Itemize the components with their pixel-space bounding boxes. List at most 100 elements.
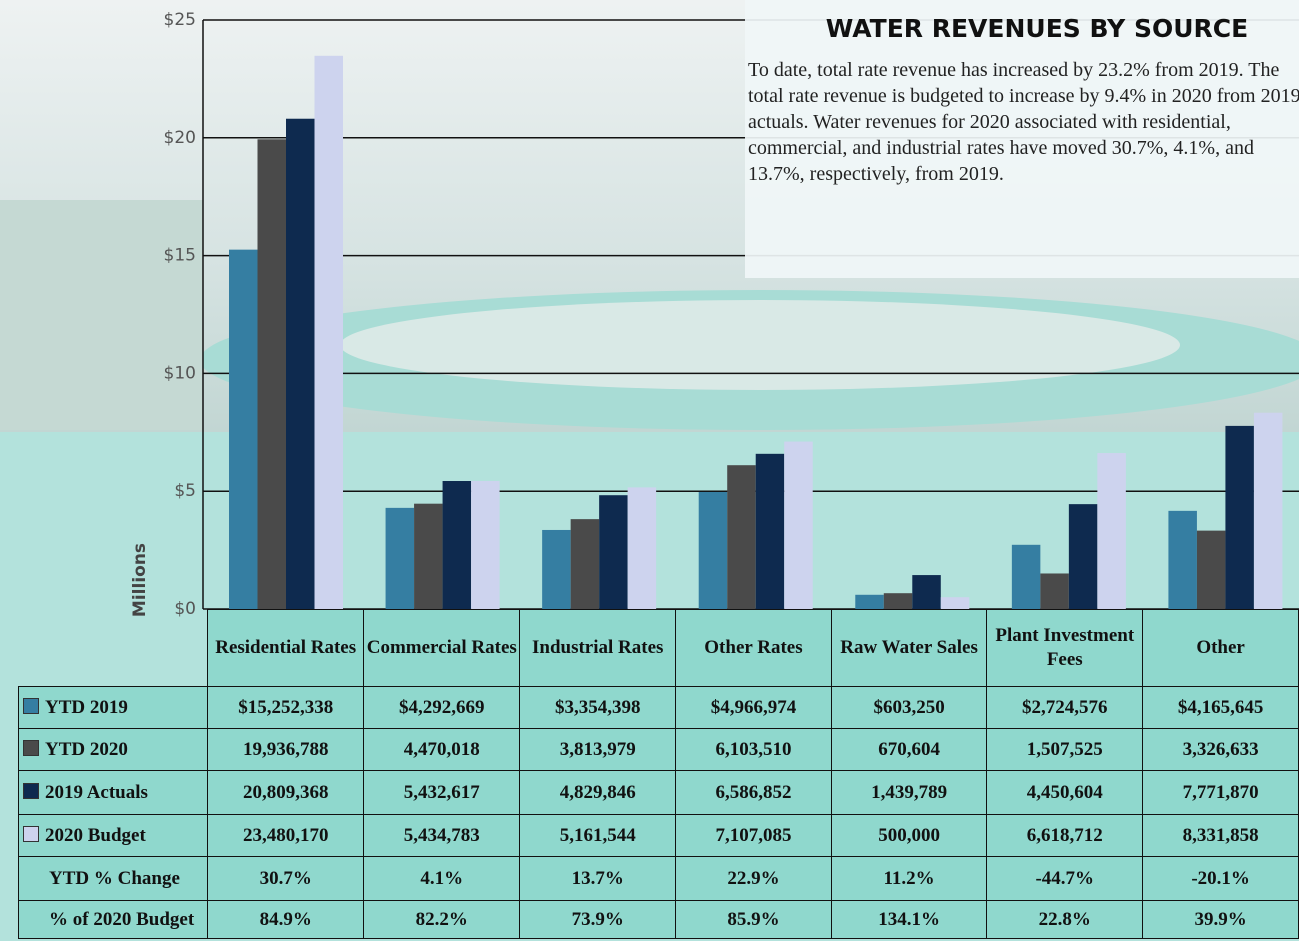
value-cell: 85.9% bbox=[675, 900, 832, 939]
series-row: YTD 2019 $15,252,338 $4,292,669 $3,354,398 $… bbox=[17, 686, 1299, 729]
value-cell: 73.9% bbox=[519, 900, 677, 939]
value-cell: 6,618,712 bbox=[986, 814, 1144, 857]
value-cell: 6,586,852 bbox=[675, 770, 832, 815]
value-cell: 670,604 bbox=[830, 728, 988, 771]
pool-ring bbox=[340, 300, 1180, 390]
value-cell: 7,107,085 bbox=[675, 814, 832, 857]
y-tick-label: $5 bbox=[174, 481, 196, 501]
value-cell: 1,507,525 bbox=[986, 728, 1144, 771]
value-cell: 1,439,789 bbox=[830, 770, 988, 815]
bar bbox=[314, 55, 343, 610]
value-cell: 4.1% bbox=[363, 856, 521, 901]
series-row: 2020 Budget 23,480,170 5,434,783 5,161,544 7… bbox=[17, 814, 1299, 857]
value-cell: 82.2% bbox=[363, 900, 521, 939]
column-header: Other Rates bbox=[675, 609, 832, 687]
value-cell: $603,250 bbox=[830, 686, 988, 729]
value-cell: 4,829,846 bbox=[519, 770, 677, 815]
legend-swatch bbox=[23, 825, 39, 842]
bar bbox=[1253, 412, 1283, 609]
bar bbox=[784, 441, 813, 609]
bar bbox=[1068, 504, 1098, 609]
bar bbox=[599, 495, 628, 609]
column-header: Other bbox=[1142, 609, 1299, 687]
value-cell: $3,354,398 bbox=[519, 686, 677, 729]
panel-text: To date, total rate revenue has increase… bbox=[748, 59, 1299, 185]
bar bbox=[286, 118, 315, 609]
bar bbox=[471, 480, 500, 609]
bar bbox=[627, 487, 657, 609]
value-cell: 134.1% bbox=[830, 900, 988, 939]
series-row: 2019 Actuals 20,809,368 5,432,617 4,829,846… bbox=[17, 770, 1299, 815]
legend-label: YTD 2020 bbox=[45, 738, 128, 760]
bar bbox=[1196, 530, 1226, 609]
bar bbox=[855, 594, 884, 609]
bar bbox=[257, 139, 286, 609]
y-tick-label: $20 bbox=[164, 128, 196, 148]
y-tick-label: $10 bbox=[164, 363, 196, 383]
value-cell: $15,252,338 bbox=[207, 686, 365, 729]
bar bbox=[385, 507, 415, 609]
legend-label: 2019 Actuals bbox=[45, 781, 148, 803]
value-cell: 19,936,788 bbox=[207, 728, 365, 771]
y-tick-label: $15 bbox=[164, 246, 196, 266]
column-header: Residential Rates bbox=[207, 609, 365, 687]
legend-label: YTD 2019 bbox=[45, 696, 128, 718]
row-label: YTD 2019 bbox=[17, 686, 209, 729]
row-label: YTD 2020 bbox=[17, 728, 209, 771]
value-cell: 6,103,510 bbox=[675, 728, 832, 771]
bar bbox=[940, 597, 970, 609]
value-cell: 8,331,858 bbox=[1142, 814, 1299, 857]
y-tick-label: $0 bbox=[174, 599, 196, 619]
summary-row: % of 2020 Budget 84.9% 82.2% 73.9% 85.9% 134.… bbox=[17, 900, 1299, 939]
panel-title: WATER REVENUES BY SOURCE bbox=[825, 14, 1249, 43]
bar bbox=[727, 465, 756, 609]
y-tick-label: $25 bbox=[164, 10, 196, 30]
value-cell: 5,161,544 bbox=[519, 814, 677, 857]
bar bbox=[570, 519, 600, 609]
bar bbox=[1040, 573, 1069, 609]
value-cell: $4,165,645 bbox=[1142, 686, 1299, 729]
value-cell: 30.7% bbox=[207, 856, 365, 901]
bar bbox=[542, 529, 571, 609]
value-cell: 84.9% bbox=[207, 900, 365, 939]
bar bbox=[883, 593, 913, 609]
legend-swatch bbox=[23, 697, 39, 714]
value-cell: $2,724,576 bbox=[986, 686, 1144, 729]
bar bbox=[1097, 453, 1126, 609]
row-label: 2020 Budget bbox=[17, 814, 209, 857]
value-cell: 7,771,870 bbox=[1142, 770, 1299, 815]
row-label: % of 2020 Budget bbox=[17, 900, 209, 939]
bar bbox=[1011, 544, 1041, 609]
value-cell: 22.9% bbox=[675, 856, 832, 901]
legend-swatch bbox=[23, 782, 39, 799]
header-row: Residential Rates Commercial Rates Industr… bbox=[19, 609, 1299, 687]
data-table: Residential Rates Commercial Rates Industr… bbox=[17, 609, 1299, 939]
blank-cell bbox=[19, 610, 208, 687]
row-label: YTD % Change bbox=[17, 856, 209, 901]
bar bbox=[1168, 510, 1197, 609]
row-label: 2019 Actuals bbox=[17, 770, 209, 815]
bar bbox=[442, 481, 472, 609]
column-header: Raw Water Sales bbox=[830, 609, 988, 687]
column-header: Plant Investment Fees bbox=[986, 609, 1144, 687]
value-cell: 39.9% bbox=[1142, 900, 1299, 939]
text-panel: WATER REVENUES BY SOURCE To date, total … bbox=[745, 0, 1299, 278]
value-cell: 23,480,170 bbox=[207, 814, 365, 857]
value-cell: 20,809,368 bbox=[207, 770, 365, 815]
value-cell: $4,292,669 bbox=[363, 686, 521, 729]
value-cell: 11.2% bbox=[830, 856, 988, 901]
legend-swatch bbox=[23, 739, 39, 756]
value-cell: 3,326,633 bbox=[1142, 728, 1299, 771]
value-cell: -44.7% bbox=[986, 856, 1144, 901]
bar bbox=[912, 575, 941, 609]
summary-row: YTD % Change 30.7% 4.1% 13.7% 22.9% 11.2% -44.… bbox=[17, 856, 1299, 901]
value-cell: 500,000 bbox=[830, 814, 988, 857]
value-cell: $4,966,974 bbox=[675, 686, 832, 729]
bar bbox=[1225, 425, 1254, 609]
value-cell: -20.1% bbox=[1142, 856, 1299, 901]
column-header: Industrial Rates bbox=[519, 609, 677, 687]
value-cell: 5,432,617 bbox=[363, 770, 521, 815]
bar bbox=[698, 491, 728, 609]
value-cell: 4,450,604 bbox=[986, 770, 1144, 815]
